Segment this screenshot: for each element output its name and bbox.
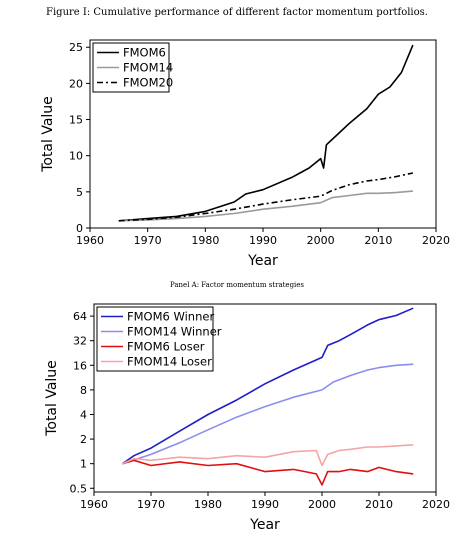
panel-b-y-tick-label: 16 bbox=[73, 359, 87, 372]
panel-b-x-tick-label: 1970 bbox=[137, 498, 165, 511]
panel-a-legend-label-3: FMOM20 bbox=[123, 76, 173, 90]
panel-a-x-tick-label: 2010 bbox=[364, 234, 392, 247]
panel-a-x-tick-label: 1980 bbox=[191, 234, 219, 247]
panel-b-series-line-4 bbox=[122, 444, 414, 467]
panel-a-x-tick-label: 2000 bbox=[307, 234, 335, 247]
panel-b-legend-box bbox=[96, 306, 214, 372]
panel-b-x-tick-label: 2020 bbox=[422, 498, 450, 511]
panel-b-x-tick-label: 1960 bbox=[80, 498, 108, 511]
panel-b-x-tick-label: 1980 bbox=[194, 498, 222, 511]
panel-a-caption: Panel A: Factor momentum strategies bbox=[169, 281, 305, 289]
panel-a-x-tick-label: 2020 bbox=[422, 234, 450, 247]
panel-a-series-line-2 bbox=[118, 190, 413, 222]
panel-a-x-tick-label: 1960 bbox=[76, 234, 104, 247]
panel-b-legend-label-1: FMOM6 Winner bbox=[127, 310, 214, 324]
panel-b-y-tick-label: 2 bbox=[80, 433, 87, 446]
chart-panel-b: 1960 1970 1980 1990 2000 2010 2020 0.5 1 2 4 8 16 32 6… bbox=[44, 303, 450, 533]
panel-b-y-tick-label: 64 bbox=[73, 310, 87, 323]
panel-b-y-tick-label: 32 bbox=[73, 335, 87, 348]
chart-panel-a: 1960 1970 1980 1990 2000 2010 2020 0 5 10 15 20 25 Ye… bbox=[40, 39, 450, 269]
panel-a-series-line-1 bbox=[118, 44, 414, 222]
panel-b-legend-label-4: FMOM14 Loser bbox=[127, 355, 212, 369]
panel-a-y-axis-label: Total Value bbox=[40, 96, 56, 173]
panel-b-y-tick-label: 4 bbox=[80, 408, 87, 421]
panel-a-x-tick-label: 1990 bbox=[249, 234, 277, 247]
panel-a-y-tick-label: 20 bbox=[69, 77, 83, 90]
panel-b-x-tick-label: 2010 bbox=[365, 498, 393, 511]
panel-b-legend-label-3: FMOM6 Loser bbox=[127, 340, 205, 354]
panel-a-legend-label-2: FMOM14 bbox=[123, 61, 173, 75]
panel-b-y-axis-label: Total Value bbox=[44, 360, 60, 437]
panel-a-x-axis-label: Year bbox=[247, 253, 278, 269]
panel-b-series-line-2 bbox=[122, 363, 414, 465]
panel-b-x-tick-label: 1990 bbox=[251, 498, 279, 511]
panel-a-y-tick-label: 25 bbox=[69, 41, 83, 54]
panel-b-y-tick-label: 1 bbox=[80, 458, 87, 471]
panel-b-x-axis-label: Year bbox=[249, 517, 280, 533]
panel-b-series-line-3 bbox=[122, 459, 414, 486]
panel-a-legend-label-1: FMOM6 bbox=[123, 46, 166, 60]
panel-b-x-tick-label: 2000 bbox=[308, 498, 336, 511]
panel-a-y-tick-label: 5 bbox=[76, 186, 83, 199]
panel-b-y-tick-label: 8 bbox=[80, 384, 87, 397]
panel-b-series-line-1 bbox=[122, 307, 414, 465]
panel-b-y-tick-label: 0.5 bbox=[70, 482, 88, 495]
panel-a-series-line-3 bbox=[118, 172, 414, 222]
panel-a-y-tick-label: 10 bbox=[69, 150, 83, 163]
panel-a-x-tick-label: 1970 bbox=[134, 234, 162, 247]
panel-a-y-tick-label: 0 bbox=[76, 222, 83, 235]
panel-a-y-tick-label: 15 bbox=[69, 114, 83, 127]
panel-b-legend-label-2: FMOM14 Winner bbox=[127, 325, 222, 339]
figure-title: Figure I: Cumulative performance of diff… bbox=[46, 7, 428, 18]
